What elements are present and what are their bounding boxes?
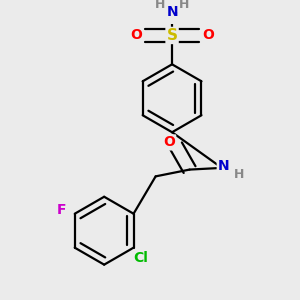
Text: O: O — [163, 135, 175, 149]
Text: H: H — [179, 0, 189, 11]
Text: N: N — [218, 159, 230, 173]
Text: S: S — [167, 28, 178, 43]
Text: Cl: Cl — [133, 251, 148, 265]
Text: F: F — [56, 203, 66, 217]
Text: O: O — [202, 28, 214, 43]
Text: N: N — [166, 5, 178, 19]
Text: O: O — [130, 28, 142, 43]
Text: H: H — [155, 0, 165, 11]
Text: H: H — [234, 168, 244, 181]
